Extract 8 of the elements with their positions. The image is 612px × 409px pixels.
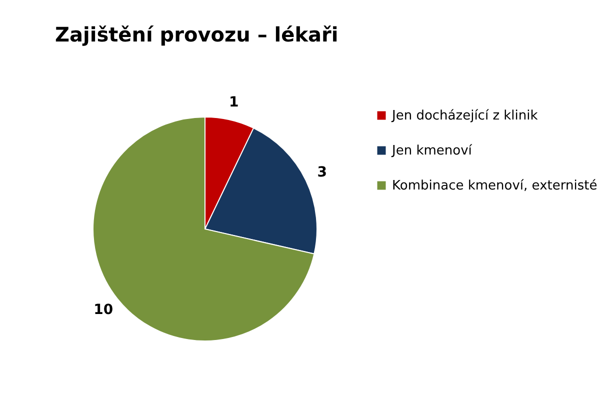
data-label: 3	[317, 164, 327, 181]
chart-title: Zajištění provozu – lékaři	[55, 22, 338, 46]
legend-label: Jen docházející z klinik	[391, 108, 538, 124]
pie-slice	[92, 116, 315, 342]
legend-label: Jen kmenoví	[391, 144, 472, 158]
data-label: 1	[229, 94, 239, 110]
data-label: 10	[94, 302, 114, 318]
legend-label: Kombinace kmenoví, externisté	[392, 178, 598, 194]
